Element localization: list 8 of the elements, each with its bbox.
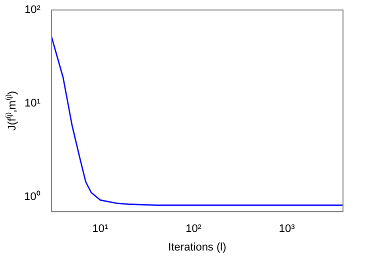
x-tick-label: 10¹ [92,223,109,236]
y-axis-title: J(f⁽ˡ⁾,m⁽ˡ⁾) [6,91,19,131]
y-tick-label: 10⁰ [24,190,40,204]
x-tick-label: 10² [186,223,202,236]
x-tick-label: 10³ [278,223,296,236]
y-tick-label: 10² [24,4,41,16]
x-axis-title: Iterations (l) [168,241,226,254]
y-tick-label: 10¹ [24,98,41,110]
